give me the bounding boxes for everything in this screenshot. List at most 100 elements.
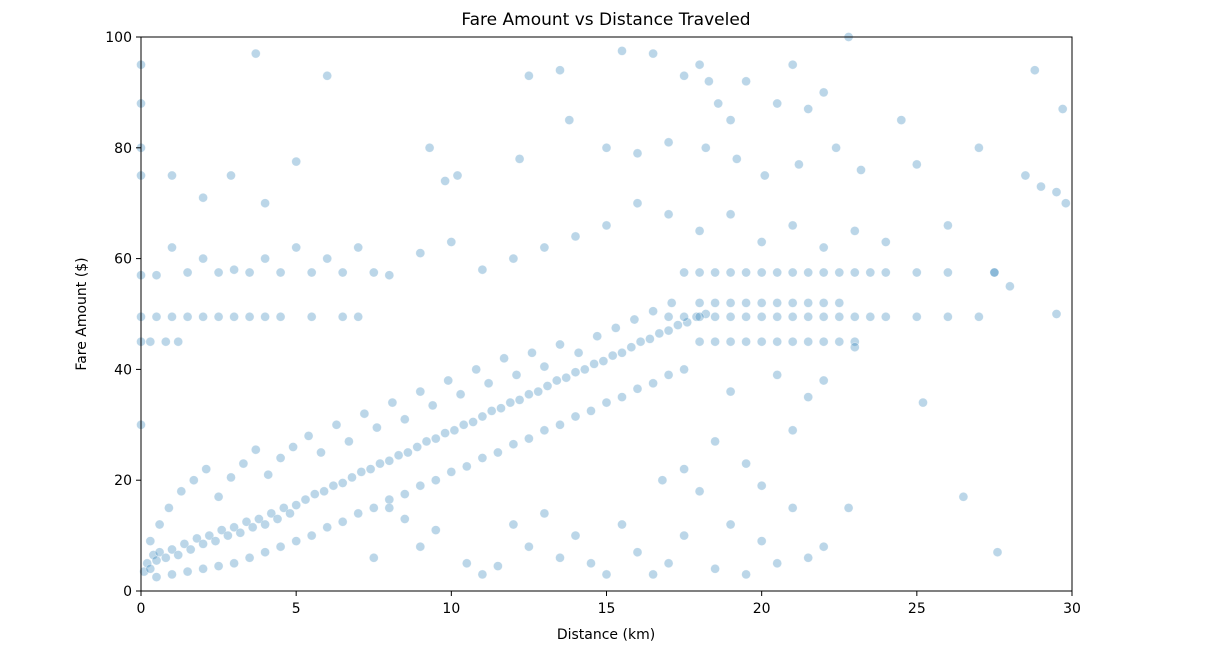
data-point [555,65,565,75]
data-point [322,253,333,264]
data-point [167,311,177,322]
data-point [694,336,705,347]
data-point [555,339,565,350]
data-point [443,375,454,386]
data-point [375,458,385,469]
data-point [337,311,348,322]
data-point [772,336,783,347]
data-point [399,414,410,425]
data-point [818,87,829,98]
data-point [1005,281,1015,292]
data-point [403,447,413,458]
data-point [710,336,720,347]
data-point [645,334,655,344]
data-point [856,165,866,175]
data-point [561,372,572,383]
data-point [204,530,215,541]
data-point [468,417,478,427]
data-point [173,336,183,347]
data-point [251,48,261,59]
data-point [803,104,814,114]
data-point [713,98,724,109]
data-point [880,267,891,278]
data-point [263,469,274,480]
data-point [756,536,767,546]
data-point [843,503,854,513]
data-point [849,267,860,278]
data-point [260,311,270,322]
data-point [803,552,814,563]
data-point [911,267,922,278]
data-point [415,248,426,258]
data-point [682,317,693,328]
data-point [260,253,270,264]
data-point [430,433,441,444]
data-point [244,267,255,278]
chart-title: Fare Amount vs Distance Traveled [461,10,750,30]
data-point [570,411,581,422]
data-point [632,547,643,558]
data-point [756,267,767,278]
data-point [185,544,196,555]
data-point [151,555,162,566]
data-point [154,547,165,558]
data-point [241,516,252,527]
y-axis: 0 20 40 60 80 100 [105,30,141,600]
data-point [818,267,829,278]
data-point [601,143,612,153]
data-point [427,400,438,411]
data-point [499,353,509,364]
data-point [741,458,751,469]
data-point [493,447,503,458]
data-point [372,422,382,433]
data-point [368,552,379,563]
data-point [570,367,581,378]
data-point [449,425,460,436]
data-point [974,143,984,153]
data-point [787,298,798,308]
data-point [527,347,537,358]
data-point [353,508,364,519]
data-point [254,514,264,524]
x-tick-label: 20 [753,601,771,617]
data-point [347,472,357,483]
data-point [617,46,627,56]
data-point [635,336,646,347]
data-point [586,558,596,569]
data-point [477,264,488,275]
data-point [359,408,370,419]
data-point [387,397,398,408]
data-point [570,530,581,541]
data-point [291,536,302,546]
data-point [539,508,550,519]
data-point [154,519,165,530]
data-point [452,170,463,181]
data-point [679,311,689,322]
data-point [244,311,255,322]
data-point [654,328,665,339]
data-point [145,563,156,574]
data-point [524,71,534,81]
data-point [471,364,482,375]
data-point [198,311,208,322]
data-point [849,226,860,236]
data-point [818,541,829,552]
data-point [818,336,829,347]
data-point [213,311,224,322]
data-point [663,558,674,569]
data-point [880,237,891,247]
data-point [1051,309,1062,319]
data-point [573,347,584,358]
data-point [818,311,829,322]
data-point [663,209,674,220]
data-point [524,541,534,552]
data-point [278,503,289,513]
data-point [244,552,255,563]
data-point [139,566,149,577]
data-point [648,306,658,317]
data-point [493,561,503,571]
data-point [710,267,720,278]
data-point [440,176,450,186]
y-tick-label: 80 [114,141,132,157]
data-point [710,311,720,322]
